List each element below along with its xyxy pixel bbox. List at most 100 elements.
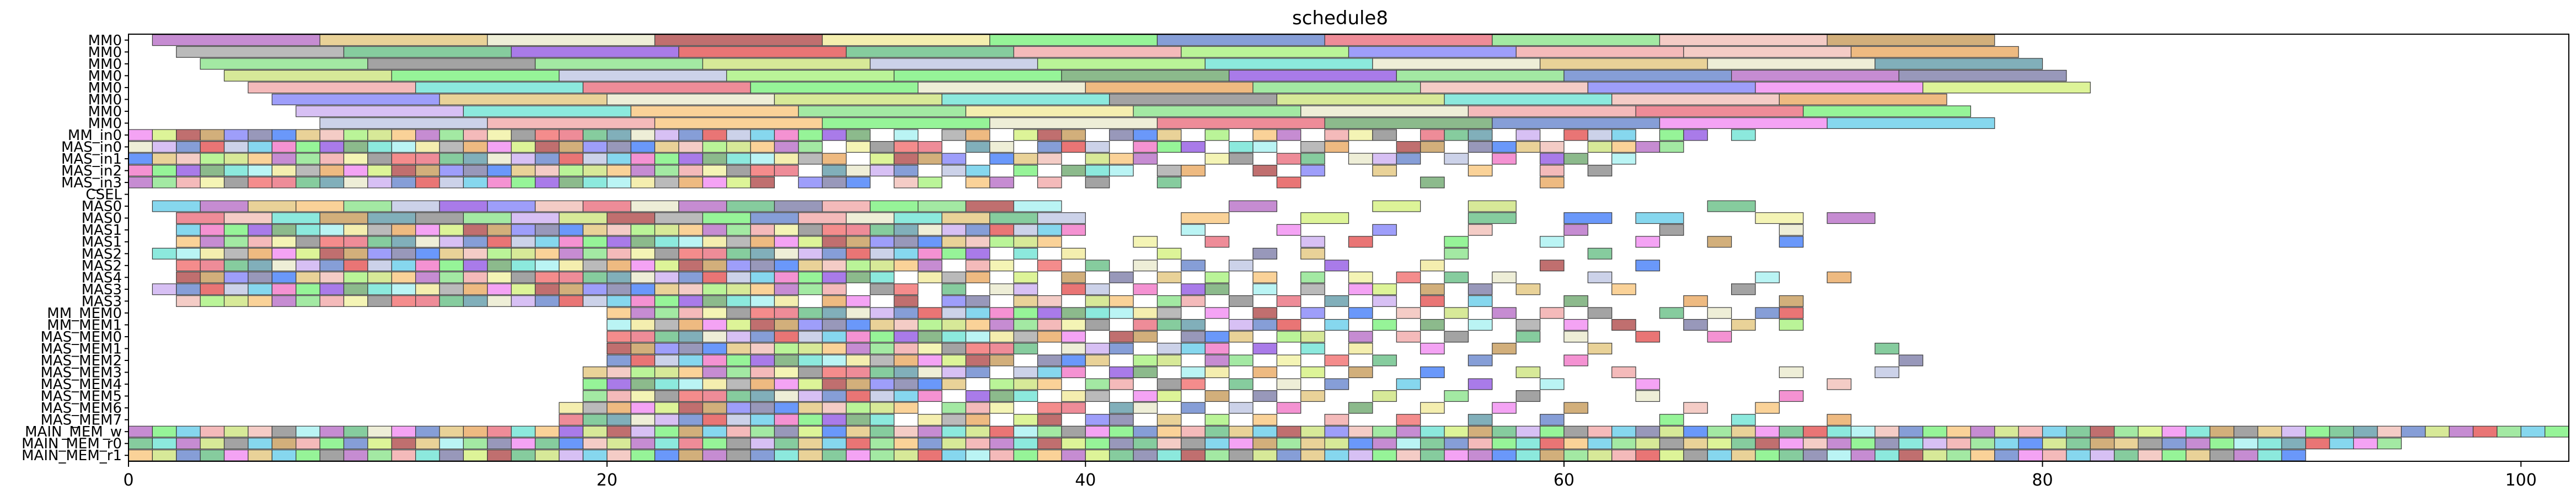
task-bar-9-u37	[1085, 141, 1110, 153]
task-bar-17-u40	[1348, 236, 1373, 248]
task-bar-33-220	[2186, 425, 2210, 438]
task-bar-30-u10	[822, 390, 847, 402]
task-bar-21-u22	[678, 283, 703, 295]
task-bar-16-u31	[918, 224, 942, 236]
task-bar-12-u12	[415, 176, 440, 188]
task-bar-34-257	[630, 438, 656, 450]
task-bar-1-14	[678, 46, 847, 58]
task-bar-17-u1	[200, 236, 225, 248]
task-bar-16-u22	[702, 224, 727, 236]
task-bar-33-214	[2042, 425, 2067, 438]
task-bar-10-u3	[200, 153, 225, 165]
task-bar-27-u27	[1468, 354, 1493, 366]
task-bar-17-u36	[1037, 236, 1062, 248]
task-bar-21-u10	[391, 283, 416, 295]
task-bar-30-u28	[1635, 390, 1661, 402]
task-bar-12-u28	[822, 176, 847, 188]
task-bar-16-u24	[750, 224, 775, 236]
task-bar-9-u35	[1037, 141, 1062, 153]
task-bar-3-34	[391, 69, 560, 82]
task-bar-33-232	[2472, 425, 2498, 438]
task-bar-33-184	[1324, 425, 1349, 438]
task-bar-9-u28	[798, 141, 823, 153]
task-bar-32-u9	[774, 414, 799, 426]
task-bar-9-u33	[965, 141, 990, 153]
task-bar-23-u29	[1444, 307, 1469, 319]
task-bar-35-338	[296, 449, 320, 461]
task-bar-9-u7	[296, 141, 320, 153]
task-bar-22-u13	[487, 295, 512, 307]
task-bar-10-u36	[1037, 153, 1062, 165]
task-bar-12-u24	[702, 176, 727, 188]
task-bar-33-222	[2234, 425, 2258, 438]
task-bar-30-u11	[845, 390, 871, 402]
task-bar-23-u26	[1300, 307, 1325, 319]
task-bar-31-u9	[774, 402, 799, 414]
task-bar-19-u18	[607, 260, 631, 272]
task-bar-16-u2	[223, 224, 249, 236]
task-bar-34-316	[2042, 438, 2067, 450]
task-bar-23-u24	[1204, 307, 1230, 319]
task-bar-16-u43	[1659, 224, 1684, 236]
task-bar-9-u49	[1515, 141, 1541, 153]
task-bar-8-u21	[630, 129, 656, 141]
task-bar-21-u39	[1252, 283, 1277, 295]
task-bar-33-174	[1085, 425, 1110, 438]
task-bar-14-100	[870, 200, 919, 212]
task-bar-16-u37	[1061, 224, 1086, 236]
task-bar-34-251	[487, 438, 512, 450]
task-bar-31-u29	[1683, 402, 1708, 414]
task-bar-7-79	[989, 117, 1158, 129]
task-bar-16-u35	[1013, 224, 1038, 236]
task-bar-30-u2	[630, 390, 656, 402]
task-bar-14-104	[1228, 200, 1277, 212]
task-bar-12-u5	[248, 176, 272, 188]
task-bar-28-u29	[1611, 366, 1636, 379]
task-bar-33-194	[1563, 425, 1588, 438]
task-bar-9-u11	[391, 141, 416, 153]
task-bar-24-u0	[607, 319, 631, 331]
task-bar-10-u41	[1228, 153, 1254, 165]
task-bar-32-u29	[1731, 414, 1756, 426]
task-bar-32-u20	[1109, 414, 1134, 426]
task-bar-15-124	[941, 212, 990, 224]
task-bar-21-u5	[271, 283, 297, 295]
task-bar-1-11	[176, 46, 345, 58]
task-bar-19-u15	[534, 260, 560, 272]
task-bar-15-125	[989, 212, 1038, 224]
task-bar-9-u24	[702, 141, 727, 153]
task-bar-15-118	[654, 212, 703, 224]
task-bar-34-314	[1994, 438, 2019, 450]
task-bar-33-145	[391, 425, 416, 438]
task-bar-30-u27	[1515, 390, 1541, 402]
task-bar-18-u16	[534, 247, 560, 260]
task-bar-5-62	[1444, 93, 1613, 105]
task-bar-22-u20	[654, 295, 679, 307]
task-bar-28-u6	[726, 366, 751, 379]
task-bar-34-239	[200, 438, 225, 450]
task-bar-22-u24	[750, 295, 775, 307]
task-bar-22-u14	[511, 295, 536, 307]
task-bar-15-114	[463, 212, 512, 224]
task-bar-31-u23	[1228, 402, 1254, 414]
task-bar-24-u6	[750, 319, 775, 331]
task-bar-16-u7	[343, 224, 368, 236]
task-bar-3-43	[1898, 69, 2067, 82]
task-bar-5-58	[774, 93, 942, 105]
task-bar-34-281	[1204, 438, 1230, 450]
task-bar-18-u14	[487, 247, 512, 260]
task-bar-16-u18	[607, 224, 631, 236]
y-tick-label: MM0	[88, 44, 122, 61]
task-bar-34-294	[1515, 438, 1541, 450]
task-bar-33-197	[1635, 425, 1661, 438]
task-bar-24-u15	[965, 319, 990, 331]
task-bar-34-307	[1827, 438, 1852, 450]
task-bar-17-u34	[989, 236, 1014, 248]
task-bar-18-u0	[152, 247, 177, 260]
task-bar-22-u19	[630, 295, 656, 307]
task-bar-35-363	[893, 449, 919, 461]
task-bar-32-u10	[798, 414, 823, 426]
task-bar-19-u2	[223, 260, 249, 272]
task-bar-35-413	[2090, 449, 2115, 461]
task-bar-11-u2	[176, 165, 201, 177]
